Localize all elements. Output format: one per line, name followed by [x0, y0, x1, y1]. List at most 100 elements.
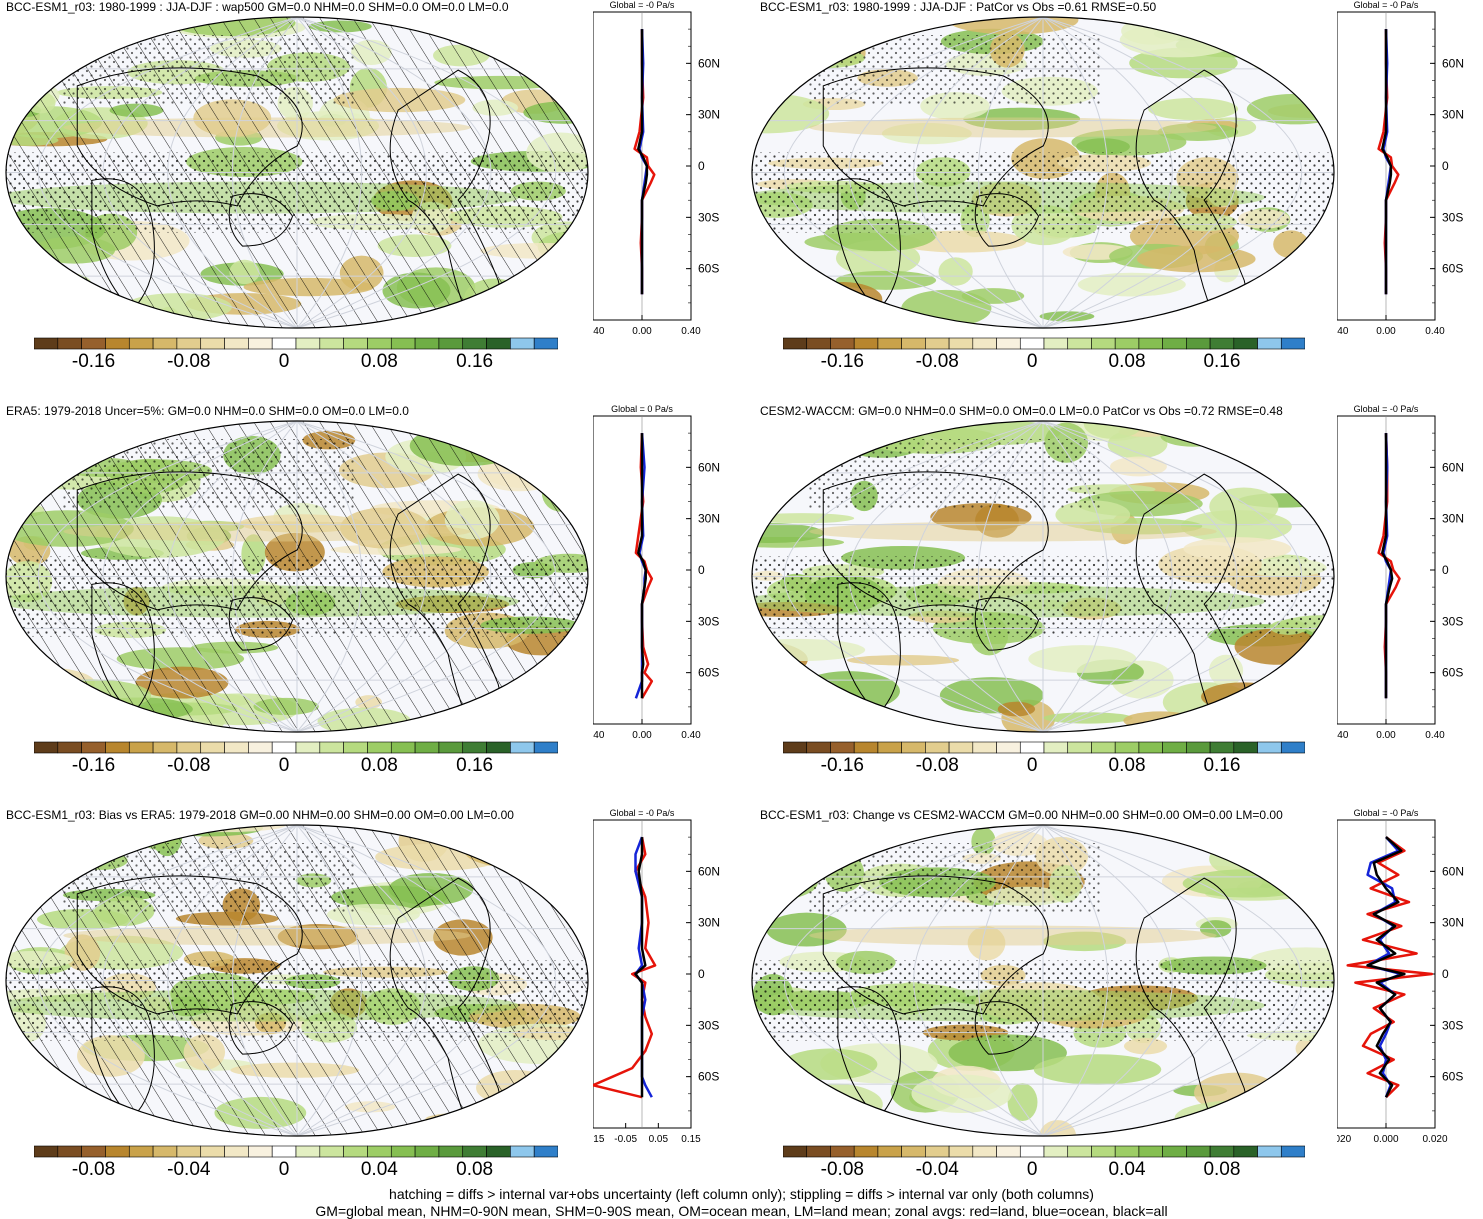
colorbar-swatch [1186, 741, 1211, 754]
colorbar-swatch [901, 741, 926, 754]
zonal-x-tick-label: 0.15 [681, 1134, 701, 1145]
colorbar-swatch [1209, 741, 1235, 754]
colorbar-tick-label: -0.16 [820, 755, 864, 776]
zonal-x-tick-label: 0.00 [1376, 730, 1396, 741]
zonal-lat-label: 60N [698, 56, 720, 70]
colorbar-swatch [901, 337, 926, 350]
colorbar-swatch [1067, 741, 1092, 754]
colorbar-tick-label: 0.16 [1203, 351, 1241, 372]
colorbar [783, 337, 1305, 350]
zonal-x-tick-label: -0.40 [1337, 730, 1349, 741]
robinson-map [5, 420, 589, 733]
panel-title: ERA5: 1979-2018 Uncer=5%: GM=0.0 NHM=0.0… [6, 404, 409, 418]
colorbar-swatch [1233, 741, 1258, 754]
panel-era5: ERA5: 1979-2018 Uncer=5%: GM=0.0 NHM=0.0… [0, 404, 1483, 808]
colorbar-swatch [1186, 337, 1211, 350]
zonal-x-tick-label: 0.40 [1425, 730, 1445, 741]
colorbar-tick-label: 0 [278, 351, 290, 372]
colorbar-swatch [972, 337, 997, 350]
colorbar-swatch [948, 741, 974, 754]
colorbar-swatch [853, 337, 879, 350]
zonal-lat-label: 60N [1442, 460, 1464, 474]
colorbar-tick-label: -0.16 [71, 755, 116, 776]
colorbar-swatch [853, 1145, 879, 1158]
colorbar [783, 741, 1305, 754]
colorbar-tick-label: 0.16 [1203, 755, 1241, 776]
zonal-lat-label: 60N [1442, 56, 1464, 70]
zonal-lat-label: 30N [698, 108, 720, 122]
colorbar-tick-label: 0.08 [360, 755, 398, 776]
colorbar-tick-label: -0.16 [820, 351, 864, 372]
colorbar-tick-label: 0.04 [360, 1159, 398, 1180]
colorbar-swatch [1138, 741, 1163, 754]
panel-model-seasonal: BCC-ESM1_r03: 1980-1999 : JJA-DJF : wap5… [0, 0, 1483, 404]
zonal-lat-label: 60S [698, 666, 719, 680]
colorbar-swatch [996, 337, 1021, 350]
colorbar-swatch [1067, 337, 1092, 350]
robinson-map [5, 824, 589, 1137]
zonal-x-tick-label: -0.40 [593, 730, 605, 741]
colorbar-swatch [877, 1145, 902, 1158]
zonal-lat-label: 30S [1442, 210, 1463, 224]
zonal-x-tick-label: 0.020 [1422, 1134, 1447, 1145]
colorbar [34, 741, 558, 754]
zonal-mean-plot: Global = -0 Pa/s 60N 30N 0 30S 60S -0.40 0.00 0.… [1337, 404, 1464, 741]
zonal-mean-plot: Global = -0 Pa/s 60N 30N 0 30S 60S -0.40 0.00 0.… [1337, 0, 1464, 337]
zonal-lat-label: 0 [1442, 159, 1449, 173]
zonal-lat-label: 30N [698, 916, 720, 930]
colorbar-swatch [783, 337, 808, 350]
zonal-line-all [637, 29, 649, 295]
zonal-lat-label: 30N [1442, 108, 1464, 122]
colorbar-swatch [1162, 741, 1187, 754]
zonal-lat-label: 30N [698, 512, 720, 526]
colorbar-tick-label: 0.16 [456, 351, 494, 372]
colorbar-swatch [1067, 1145, 1092, 1158]
zonal-lat-label: 30N [1442, 916, 1464, 930]
zonal-mean-plot: Global = -0 Pa/s 60N 30N 0 30S 60S -0.020 0.000… [1337, 808, 1464, 1145]
panel-bias-vs-era5: BCC-ESM1_r03: Bias vs ERA5: 1979-2018 GM… [0, 808, 1483, 1212]
panel-title: BCC-ESM1_r03: Bias vs ERA5: 1979-2018 GM… [6, 808, 514, 822]
zonal-lat-label: 30S [1442, 1018, 1463, 1032]
colorbar-swatch [1233, 1145, 1258, 1158]
robinson-map [751, 420, 1335, 733]
colorbar-swatch [1186, 1145, 1211, 1158]
zonal-global-label: Global = -0 Pa/s [610, 808, 675, 818]
colorbar-swatch [1043, 741, 1069, 754]
zonal-lat-label: 60N [698, 460, 720, 474]
colorbar-swatch [783, 741, 808, 754]
robinson-map [751, 16, 1335, 329]
zonal-lat-label: 0 [698, 563, 705, 577]
colorbar-tick-label: 0.08 [1108, 755, 1146, 776]
colorbar-tick-label: 0 [1026, 351, 1038, 372]
colorbar-swatch [1019, 741, 1045, 754]
colorbar-tick-label: 0.08 [1203, 1159, 1241, 1180]
panel-change-vs-cesm2: BCC-ESM1_r03: Change vs CESM2-WACCM GM=0… [0, 808, 1483, 1212]
robinson-map [751, 824, 1335, 1137]
colorbar-tick-label: -0.04 [915, 1159, 959, 1180]
panel-title: BCC-ESM1_r03: Change vs CESM2-WACCM GM=0… [760, 808, 1283, 822]
footer-line-2: GM=global mean, NHM=0-90N mean, SHM=0-90… [315, 1203, 1168, 1219]
colorbar-swatch [806, 1145, 831, 1158]
zonal-global-label: Global = -0 Pa/s [1354, 404, 1419, 414]
colorbar-swatch [877, 337, 902, 350]
colorbar-swatch [972, 1145, 997, 1158]
colorbar-tick-label: -0.04 [167, 1159, 211, 1180]
colorbar-tick-label: -0.08 [167, 351, 211, 372]
colorbar-tick-label: 0.04 [1108, 1159, 1146, 1180]
colorbar-swatch [1114, 741, 1140, 754]
colorbar-swatch [1043, 337, 1069, 350]
zonal-global-label: Global = -0 Pa/s [1354, 0, 1419, 10]
colorbar-swatch [533, 337, 558, 350]
colorbar-swatch [925, 1145, 950, 1158]
robinson-map [5, 16, 589, 329]
colorbar-swatch [925, 741, 950, 754]
colorbar-swatch [1280, 1145, 1305, 1158]
colorbar-swatch [948, 1145, 974, 1158]
colorbar-swatch [1209, 1145, 1235, 1158]
zonal-mean-plot: Global = 0 Pa/s 60N 30N 0 30S 60S -0.40 0.00 0.4… [593, 404, 720, 741]
zonal-lat-label: 60N [698, 864, 720, 878]
colorbar-tick-label: 0 [1026, 755, 1038, 776]
zonal-global-label: Global = -0 Pa/s [610, 0, 675, 10]
colorbar-tick-label: -0.08 [71, 1159, 116, 1180]
colorbar-tick-label: 0.16 [456, 755, 494, 776]
